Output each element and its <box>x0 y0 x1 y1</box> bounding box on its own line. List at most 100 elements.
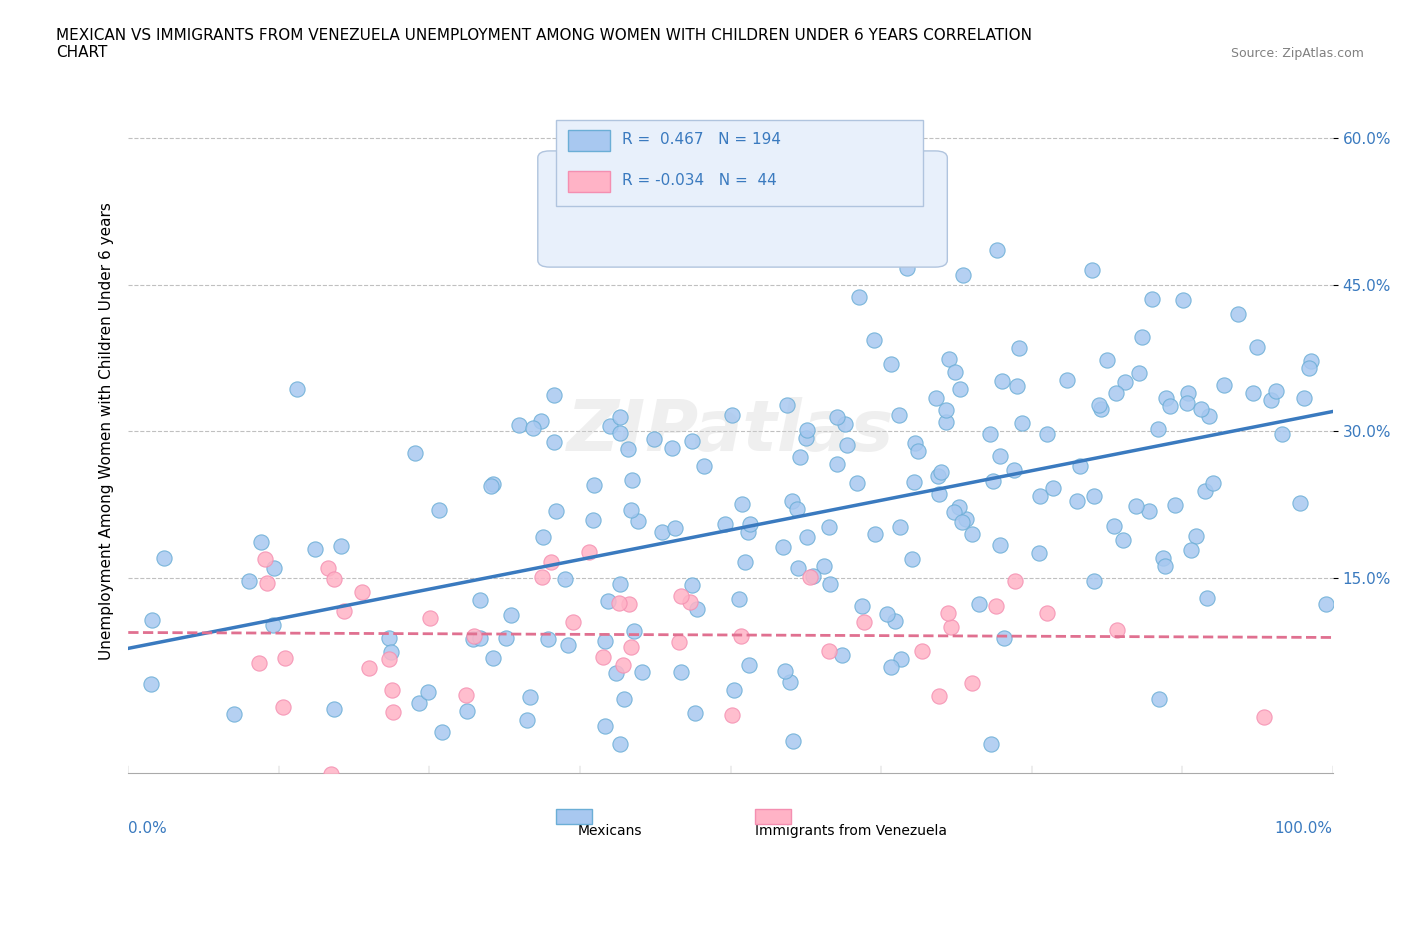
Mexicans <box>582 477 605 492</box>
Mexicans <box>1164 498 1187 512</box>
Mexicans <box>1288 496 1310 511</box>
Mexicans <box>683 706 706 721</box>
Immigrants from Venezuela <box>561 614 583 629</box>
Mexicans <box>1114 374 1136 389</box>
Text: ZIPatlas: ZIPatlas <box>567 397 894 466</box>
Mexicans <box>621 472 644 487</box>
Mexicans <box>948 499 970 514</box>
Mexicans <box>1090 402 1112 417</box>
Mexicans <box>1140 292 1163 307</box>
Mexicans <box>1083 573 1105 588</box>
Mexicans <box>495 631 517 645</box>
Mexicans <box>141 677 163 692</box>
Immigrants from Venezuela <box>352 585 374 600</box>
Mexicans <box>543 435 565 450</box>
Mexicans <box>596 593 619 608</box>
Mexicans <box>522 421 544 436</box>
Mexicans <box>479 479 502 494</box>
Mexicans <box>669 664 692 679</box>
Mexicans <box>1130 330 1153 345</box>
Mexicans <box>928 486 950 501</box>
Immigrants from Venezuela <box>928 689 950 704</box>
Immigrants from Venezuela <box>1004 574 1026 589</box>
Mexicans <box>1260 392 1282 407</box>
Mexicans <box>530 414 553 429</box>
Mexicans <box>543 388 565 403</box>
Mexicans <box>890 652 912 667</box>
Mexicans <box>901 551 924 566</box>
Mexicans <box>1265 384 1288 399</box>
Mexicans <box>693 458 716 473</box>
Immigrants from Venezuela <box>730 628 752 643</box>
Y-axis label: Unemployment Among Women with Children Under 6 years: Unemployment Among Women with Children U… <box>100 202 114 660</box>
Mexicans <box>609 737 631 751</box>
Mexicans <box>949 381 972 396</box>
Immigrants from Venezuela <box>381 683 404 698</box>
Mexicans <box>831 647 853 662</box>
Mexicans <box>1226 307 1249 322</box>
Mexicans <box>1035 426 1057 441</box>
Immigrants from Venezuela <box>617 597 640 612</box>
Mexicans <box>330 538 353 553</box>
Mexicans <box>988 538 1011 552</box>
Mexicans <box>609 576 631 591</box>
Mexicans <box>1197 591 1219 605</box>
Mexicans <box>482 476 505 491</box>
Mexicans <box>153 551 176 565</box>
Mexicans <box>544 503 567 518</box>
Text: R = -0.034   N =  44: R = -0.034 N = 44 <box>621 173 778 188</box>
Mexicans <box>1095 352 1118 367</box>
Mexicans <box>651 525 673 539</box>
Mexicans <box>1180 543 1202 558</box>
Mexicans <box>322 701 344 716</box>
Mexicans <box>1011 416 1033 431</box>
Mexicans <box>616 442 638 457</box>
Immigrants from Venezuela <box>679 594 702 609</box>
Mexicans <box>835 438 858 453</box>
Mexicans <box>1154 559 1177 574</box>
Immigrants from Venezuela <box>1105 623 1128 638</box>
Immigrants from Venezuela <box>818 644 841 658</box>
Text: Source: ZipAtlas.com: Source: ZipAtlas.com <box>1230 46 1364 60</box>
Mexicans <box>991 374 1014 389</box>
Mexicans <box>896 260 918 275</box>
Mexicans <box>950 514 973 529</box>
Mexicans <box>531 529 554 544</box>
Mexicans <box>876 606 898 621</box>
Immigrants from Venezuela <box>254 551 277 566</box>
Mexicans <box>738 658 761 672</box>
Mexicans <box>470 592 492 607</box>
Bar <box>755 809 790 824</box>
Mexicans <box>1177 385 1199 400</box>
Mexicans <box>262 618 284 632</box>
Mexicans <box>238 573 260 588</box>
Immigrants from Venezuela <box>668 635 690 650</box>
Mexicans <box>904 436 927 451</box>
Mexicans <box>1029 488 1052 503</box>
Mexicans <box>801 568 824 583</box>
Mexicans <box>903 474 925 489</box>
Immigrants from Venezuela <box>321 767 343 782</box>
Mexicans <box>927 468 949 483</box>
Mexicans <box>780 493 803 508</box>
Mexicans <box>794 431 817 445</box>
Mexicans <box>519 690 541 705</box>
Mexicans <box>582 512 605 527</box>
Immigrants from Venezuela <box>852 615 875 630</box>
Mexicans <box>884 614 907 629</box>
Mexicans <box>980 737 1002 751</box>
Mexicans <box>796 423 818 438</box>
Immigrants from Venezuela <box>359 660 381 675</box>
Mexicans <box>737 525 759 539</box>
Mexicans <box>263 561 285 576</box>
Mexicans <box>1153 551 1175 565</box>
Mexicans <box>605 666 627 681</box>
Mexicans <box>456 703 478 718</box>
Mexicans <box>1066 494 1088 509</box>
Mexicans <box>943 365 966 379</box>
Mexicans <box>1189 402 1212 417</box>
Mexicans <box>141 612 163 627</box>
Mexicans <box>664 521 686 536</box>
Mexicans <box>1246 339 1268 354</box>
Mexicans <box>962 526 984 541</box>
